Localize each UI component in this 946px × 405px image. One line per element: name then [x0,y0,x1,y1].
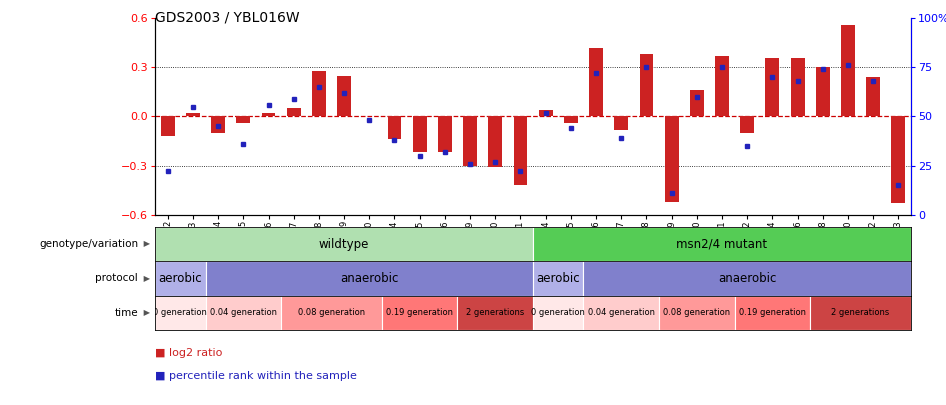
Text: GDS2003 / YBL016W: GDS2003 / YBL016W [155,10,300,24]
Text: aerobic: aerobic [159,272,202,285]
Text: 0.08 generation: 0.08 generation [663,308,730,318]
Text: 0.04 generation: 0.04 generation [210,308,277,318]
Bar [388,117,401,139]
Bar [538,110,552,117]
Bar [186,113,200,117]
Bar [891,117,905,203]
Text: ■ percentile rank within the sample: ■ percentile rank within the sample [155,371,357,381]
Bar [211,117,225,133]
Bar [438,117,452,152]
Bar [262,113,275,117]
Bar [464,117,477,166]
Bar [841,25,855,117]
Text: ▶: ▶ [141,274,150,283]
Text: genotype/variation: genotype/variation [39,239,138,249]
Bar [281,296,382,330]
Text: ■ log2 ratio: ■ log2 ratio [155,348,222,358]
Bar [412,117,427,152]
Bar [382,296,458,330]
Bar [715,56,729,117]
Bar [533,227,911,261]
Bar [564,117,578,123]
Text: 0 generation: 0 generation [153,308,207,318]
Bar [236,117,251,123]
Bar [741,117,754,133]
Bar [765,58,780,117]
Bar [458,296,533,330]
Bar [639,54,654,117]
Text: anaerobic: anaerobic [718,272,777,285]
Bar [584,261,911,296]
Bar [514,117,528,185]
Bar [155,227,533,261]
Bar [815,67,830,117]
Text: ▶: ▶ [141,239,150,249]
Bar [155,296,205,330]
Text: 0.08 generation: 0.08 generation [298,308,365,318]
Bar [614,117,628,130]
Bar [205,261,533,296]
Bar [584,296,659,330]
Bar [735,296,810,330]
Bar [533,296,584,330]
Text: anaerobic: anaerobic [341,272,398,285]
Text: 2 generations: 2 generations [466,308,524,318]
Bar [810,296,911,330]
Text: ▶: ▶ [141,308,150,318]
Bar [533,261,584,296]
Bar [867,77,880,117]
Bar [205,296,281,330]
Text: wildtype: wildtype [319,237,369,251]
Text: protocol: protocol [96,273,138,283]
Bar [659,296,735,330]
Bar [155,261,205,296]
Text: time: time [114,308,138,318]
Text: 0.19 generation: 0.19 generation [739,308,806,318]
Text: msn2/4 mutant: msn2/4 mutant [676,237,767,251]
Bar [690,90,704,117]
Text: 0.04 generation: 0.04 generation [587,308,655,318]
Bar [337,75,351,117]
Bar [312,70,325,117]
Text: 0.19 generation: 0.19 generation [386,308,453,318]
Bar [488,117,502,167]
Text: 2 generations: 2 generations [832,308,890,318]
Bar [589,48,603,117]
Bar [161,117,175,136]
Text: 0 generation: 0 generation [532,308,586,318]
Text: aerobic: aerobic [536,272,580,285]
Bar [665,117,678,202]
Bar [791,58,804,117]
Bar [287,108,301,117]
